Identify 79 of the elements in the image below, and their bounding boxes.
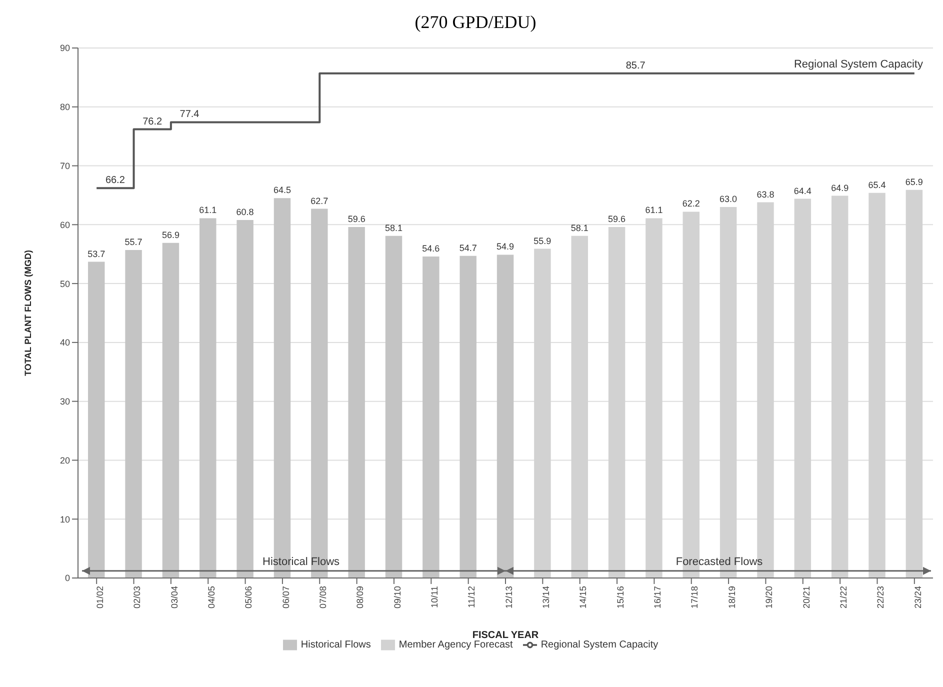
data-label: 62.7	[310, 196, 328, 206]
data-label: 53.7	[88, 248, 106, 259]
data-label: 55.9	[534, 236, 552, 246]
x-tick-label: 15/16	[615, 586, 626, 609]
data-label: 58.1	[570, 222, 588, 233]
x-tick-label: 17/18	[690, 586, 700, 609]
data-label: 76.2	[142, 116, 163, 128]
data-label: 54.9	[496, 242, 514, 252]
x-tick-label: 09/10	[392, 586, 402, 609]
data-label: 64.9	[831, 182, 849, 193]
x-tick-label: 05/06	[244, 586, 254, 609]
bar	[236, 220, 254, 578]
annotation: Forecasted Flows	[676, 556, 764, 568]
legend-label: Historical Flows	[300, 640, 371, 651]
data-label: 55.7	[124, 236, 142, 247]
data-label: 62.2	[682, 198, 700, 209]
data-label: 59.6	[348, 214, 366, 224]
x-tick-label: 18/19	[726, 586, 737, 609]
y-tick-label: 0	[64, 573, 70, 584]
annotation: Historical Flows	[262, 556, 340, 568]
bar	[348, 227, 365, 578]
data-label: 54.6	[422, 243, 440, 254]
y-tick-label: 70	[60, 160, 70, 171]
x-tick-label: 20/21	[801, 586, 812, 609]
annotation: Regional System Capacity	[794, 58, 924, 70]
data-label: 66.2	[105, 175, 126, 186]
y-tick-label: 50	[60, 278, 70, 289]
x-tick-label: 04/05	[206, 586, 216, 609]
chart-title: (270 GPD/EDU)	[414, 12, 538, 33]
data-label: 65.9	[905, 176, 923, 187]
data-label: 63.0	[720, 194, 738, 204]
x-tick-label: 10/11	[430, 586, 440, 608]
bar	[496, 254, 514, 578]
data-label: 64.4	[794, 186, 812, 196]
x-tick-label: 23/24	[912, 586, 923, 609]
bar	[125, 250, 142, 578]
x-tick-label: 07/08	[318, 586, 328, 609]
x-tick-label: 06/07	[280, 586, 291, 609]
data-label: 65.4	[868, 180, 886, 190]
x-tick-label: 02/03	[132, 586, 142, 609]
y-tick-label: 20	[60, 455, 70, 466]
bar	[385, 236, 402, 578]
x-tick-label: 08/09	[355, 586, 366, 609]
data-label: 59.6	[608, 214, 626, 224]
bar	[200, 218, 216, 578]
bar	[422, 256, 440, 578]
data-label: 56.9	[162, 230, 180, 240]
legend-label: Regional System Capacity	[540, 640, 658, 651]
legend-label: Member Agency Forecast	[398, 640, 513, 651]
x-tick-label: 11/12	[466, 586, 477, 608]
y-tick-label: 10	[60, 514, 70, 524]
x-tick-label: 22/23	[876, 586, 886, 609]
data-label: 60.8	[236, 206, 254, 217]
data-label: 64.5	[273, 185, 291, 196]
x-tick-label: 16/17	[652, 586, 663, 609]
data-label: 61.1	[645, 205, 663, 216]
x-tick-label: 21/22	[838, 586, 848, 609]
y-tick-label: 30	[60, 396, 70, 407]
y-tick-label: 80	[60, 102, 70, 112]
data-label: 54.7	[459, 242, 477, 253]
bar	[162, 242, 180, 578]
x-tick-label: 01/02	[94, 586, 105, 609]
y-tick-label: 90	[60, 43, 70, 54]
bar	[88, 262, 105, 578]
data-label: 77.4	[180, 109, 200, 120]
bar	[460, 256, 476, 578]
data-label: 85.7	[626, 60, 646, 72]
x-tick-label: 12/13	[504, 586, 514, 609]
y-tick-label: 40	[60, 338, 70, 348]
data-label: 58.1	[384, 222, 403, 233]
data-label: 61.1	[199, 205, 217, 216]
x-axis-title: FISCAL YEAR	[472, 630, 540, 641]
x-tick-label: 19/20	[764, 586, 774, 609]
data-label: 63.8	[756, 189, 774, 200]
x-tick-label: 03/04	[169, 586, 180, 609]
y-axis-title: TOTAL PLANT FLOWS (MGD)	[23, 250, 34, 376]
y-tick-label: 60	[60, 220, 70, 230]
x-tick-label: 13/14	[541, 586, 552, 609]
x-tick-label: 14/15	[578, 586, 588, 609]
